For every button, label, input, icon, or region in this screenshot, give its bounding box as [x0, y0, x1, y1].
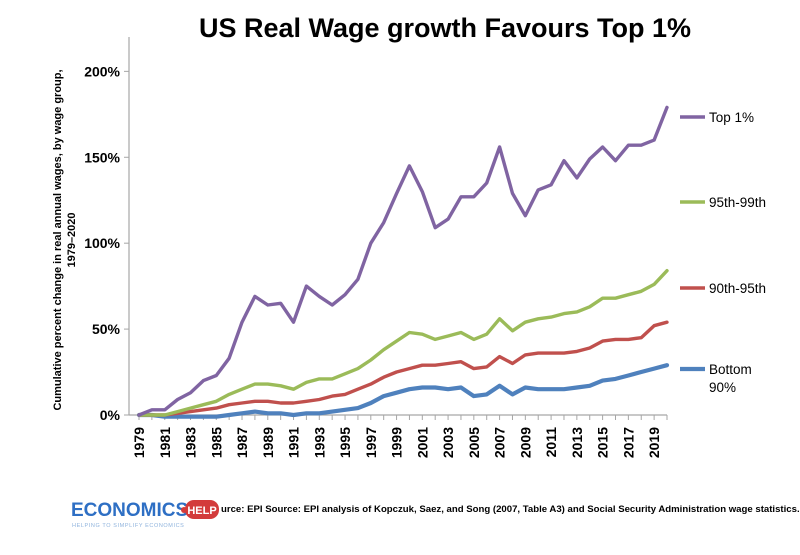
x-tick-label: 1985	[208, 427, 224, 458]
x-tick-label: 1993	[311, 427, 327, 458]
source-note: urce: EPI Source: EPI analysis of Kopczu…	[221, 504, 800, 515]
x-tick-label: 1995	[337, 427, 353, 458]
y-axis-label-line2: 1979–2020	[66, 212, 78, 267]
axes	[128, 37, 667, 416]
x-tick-label: 2007	[492, 427, 508, 458]
logo-tagline: HELPING TO SIMPLIFY ECONOMICS	[72, 523, 184, 529]
x-tick-label: 2001	[414, 427, 430, 458]
x-tick-label: 2011	[543, 427, 559, 458]
series-line-top-1	[137, 105, 669, 417]
y-tick-label: 100%	[84, 235, 120, 251]
x-tick-label: 1997	[363, 427, 379, 458]
x-tick-label: 2009	[517, 427, 533, 458]
x-tick-label: 1979	[131, 427, 147, 458]
legend-label-bottom-90: 90%	[709, 380, 736, 395]
x-tick-label: 2019	[646, 427, 662, 458]
x-tick-label: 2015	[595, 427, 611, 458]
logo-badge	[185, 500, 219, 519]
x-tick-label: 2017	[620, 427, 636, 458]
legend-label-bottom-90: Bottom	[709, 362, 752, 377]
x-tick-label: 2003	[440, 427, 456, 458]
series-line-95th-99th	[137, 269, 669, 417]
x-tick-label: 2005	[466, 427, 482, 458]
y-tick-label: 150%	[84, 149, 120, 165]
y-tick-label: 0%	[100, 407, 121, 423]
y-ticks: 0% 50% 100% 150% 200%	[84, 63, 129, 423]
x-tick-label: 1989	[260, 427, 276, 458]
legend-label-90th-95th: 90th-95th	[709, 281, 766, 296]
chart-title: US Real Wage growth Favours Top 1%	[199, 13, 691, 43]
x-tick-label: 1991	[286, 427, 302, 458]
y-tick-label: 50%	[92, 321, 121, 337]
legend-label-top-1: Top 1%	[709, 110, 754, 125]
y-tick-label: 200%	[84, 63, 120, 79]
economics-help-logo: ECONOMICS HELP HELPING TO SIMPLIFY ECONO…	[71, 500, 219, 529]
series-line-90th-95th	[137, 320, 669, 417]
x-ticks: 1979 1981 1983 1985 1987 1989 1991 1993 1995 1997…	[131, 415, 668, 458]
x-tick-label: 1981	[157, 427, 173, 458]
x-tick-label: 2013	[569, 427, 585, 458]
logo-badge-text: HELP	[187, 505, 216, 517]
logo-wordmark: ECONOMICS	[71, 500, 188, 521]
x-tick-label: 1999	[389, 427, 405, 458]
y-axis-label-line1: Cumulative percent change in real annual…	[52, 69, 64, 410]
y-axis-label: Cumulative percent change in real annual…	[52, 69, 78, 410]
series-lines	[136, 105, 670, 419]
legend: Top 1% 95th-99th 90th-95th Bottom 90%	[680, 110, 766, 395]
x-tick-label: 1987	[234, 427, 250, 458]
series-line-bottom-90	[136, 363, 670, 419]
x-tick-label: 1983	[183, 427, 199, 458]
legend-label-95th-99th: 95th-99th	[709, 195, 766, 210]
